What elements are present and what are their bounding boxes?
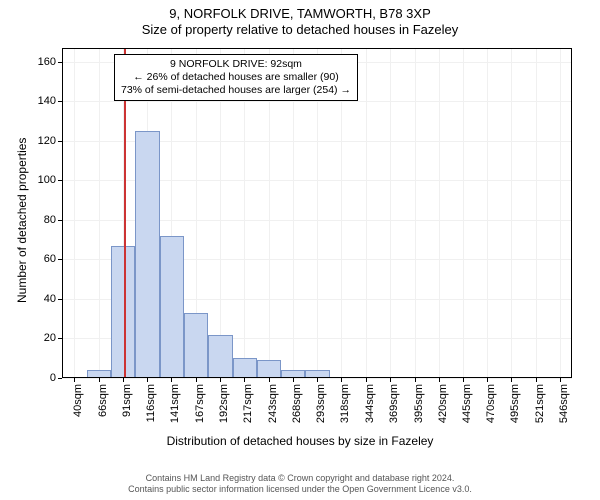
attribution-line1: Contains HM Land Registry data © Crown c… [0,473,600,484]
xtick-label: 521sqm [534,384,546,423]
ytick-label: 20 [44,332,56,344]
ytick-label: 100 [38,174,56,186]
xtick-mark [560,378,561,382]
attribution-line2: Contains public sector information licen… [0,484,600,495]
xtick-mark [74,378,75,382]
xtick-label: 318sqm [339,384,351,423]
ytick-label: 120 [38,135,56,147]
ytick-label: 80 [44,214,56,226]
xtick-mark [390,378,391,382]
xtick-label: 141sqm [169,384,181,423]
plot-area: 020406080100120140160 40sqm66sqm91sqm116… [62,48,572,378]
x-axis-label: Distribution of detached houses by size … [0,434,600,448]
xtick-mark [269,378,270,382]
xtick-mark [317,378,318,382]
ytick-label: 40 [44,293,56,305]
xtick-label: 420sqm [437,384,449,423]
xtick-label: 66sqm [97,384,109,417]
ytick-mark [58,62,62,63]
xtick-mark [415,378,416,382]
xtick-label: 344sqm [364,384,376,423]
ytick-mark [58,299,62,300]
annotation-line2: ← 26% of detached houses are smaller (90… [121,71,351,84]
ytick-mark [58,180,62,181]
ytick-mark [58,141,62,142]
xtick-label: 91sqm [121,384,133,417]
xtick-label: 369sqm [388,384,400,423]
xtick-mark [196,378,197,382]
ytick-label: 60 [44,253,56,265]
xtick-label: 495sqm [509,384,521,423]
y-axis-label: Number of detached properties [15,138,29,303]
xtick-label: 293sqm [315,384,327,423]
xtick-mark [341,378,342,382]
xtick-mark [439,378,440,382]
xtick-mark [487,378,488,382]
ytick-mark [58,259,62,260]
ytick-label: 0 [50,372,56,384]
xtick-mark [244,378,245,382]
annotation-box: 9 NORFOLK DRIVE: 92sqm ← 26% of detached… [114,54,358,101]
xtick-label: 243sqm [267,384,279,423]
ytick-label: 160 [38,56,56,68]
xtick-mark [123,378,124,382]
xtick-label: 192sqm [218,384,230,423]
xtick-label: 395sqm [413,384,425,423]
ytick-mark [58,378,62,379]
xtick-mark [99,378,100,382]
chart-title-sub: Size of property relative to detached ho… [0,22,600,37]
xtick-label: 217sqm [242,384,254,423]
ytick-mark [58,220,62,221]
xtick-label: 546sqm [558,384,570,423]
ytick-label: 140 [38,95,56,107]
annotation-line3: 73% of semi-detached houses are larger (… [121,84,351,97]
annotation-line1: 9 NORFOLK DRIVE: 92sqm [121,58,351,71]
xtick-mark [147,378,148,382]
xtick-label: 40sqm [72,384,84,417]
xtick-mark [220,378,221,382]
xtick-mark [536,378,537,382]
attribution: Contains HM Land Registry data © Crown c… [0,473,600,496]
xtick-label: 116sqm [145,384,157,422]
xtick-mark [366,378,367,382]
xtick-label: 470sqm [485,384,497,423]
xtick-mark [511,378,512,382]
ytick-mark [58,101,62,102]
chart-title-main: 9, NORFOLK DRIVE, TAMWORTH, B78 3XP [0,6,600,21]
xtick-label: 268sqm [291,384,303,423]
xtick-mark [293,378,294,382]
ytick-mark [58,338,62,339]
xtick-mark [463,378,464,382]
xtick-mark [171,378,172,382]
xtick-label: 167sqm [194,384,206,423]
xtick-label: 445sqm [461,384,473,423]
